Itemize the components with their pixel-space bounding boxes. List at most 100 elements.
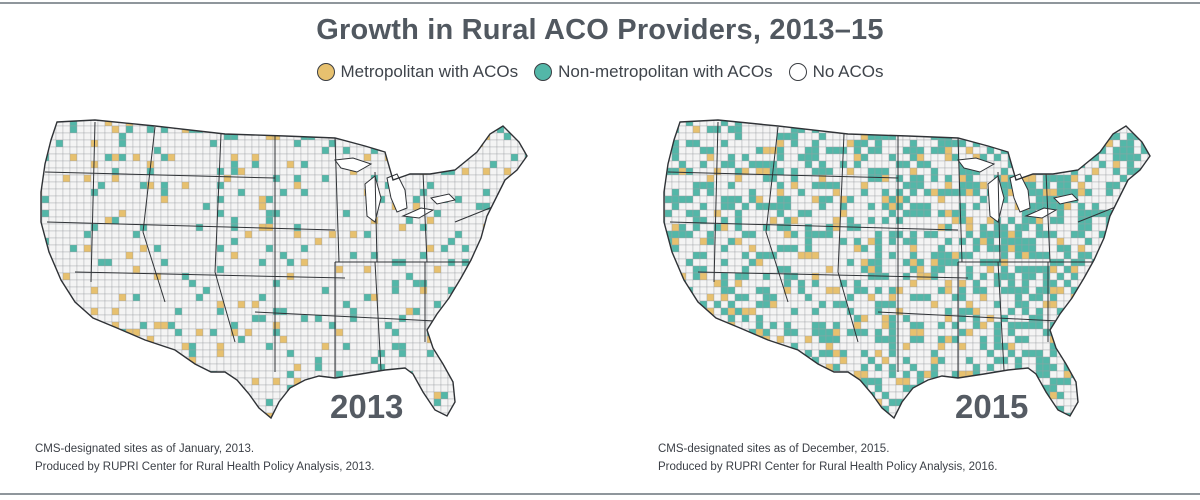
- county-cell: [1029, 112, 1036, 119]
- county-cell: [440, 405, 449, 414]
- county-cell: [125, 120, 134, 127]
- county-cell: [777, 112, 784, 119]
- county-cell: [790, 167, 799, 176]
- county-cell: [412, 125, 421, 134]
- county-cell: [237, 272, 246, 281]
- county-cell: [1007, 223, 1016, 232]
- county-cell: [734, 153, 743, 162]
- county-cell: [489, 300, 498, 309]
- county-cell: [203, 420, 210, 427]
- county-cell: [678, 237, 687, 246]
- county-cell: [902, 216, 911, 225]
- county-cell: [391, 216, 400, 225]
- county-cell: [461, 314, 470, 323]
- county-cell: [216, 363, 225, 372]
- county-cell: [160, 335, 169, 344]
- county-cell: [398, 132, 407, 141]
- county-cell: [748, 237, 757, 246]
- county-cell: [273, 420, 280, 427]
- county-cell: [391, 342, 400, 351]
- county-cell: [202, 321, 211, 330]
- county-cell: [209, 314, 218, 323]
- county-cell: [1007, 202, 1016, 211]
- county-cell: [370, 307, 379, 316]
- county-cell: [475, 160, 484, 169]
- county-cell: [755, 181, 764, 190]
- county-cell: [132, 125, 141, 134]
- county-cell: [462, 427, 469, 432]
- county-cell: [41, 139, 43, 148]
- county-cell: [1127, 112, 1134, 119]
- county-cell: [783, 167, 792, 176]
- county-cell: [139, 125, 148, 134]
- county-cell: [958, 251, 967, 260]
- county-cell: [41, 363, 50, 372]
- county-cell: [147, 427, 154, 432]
- county-cell: [76, 349, 85, 358]
- county-cell: [195, 188, 204, 197]
- county-cell: [272, 363, 281, 372]
- county-cell: [321, 132, 330, 141]
- county-cell: [993, 120, 1002, 127]
- county-cell: [539, 308, 545, 315]
- county-cell: [62, 209, 71, 218]
- county-cell: [944, 181, 953, 190]
- county-cell: [167, 209, 176, 218]
- county-cell: [272, 370, 281, 379]
- county-cell: [153, 391, 162, 400]
- county-cell: [272, 342, 281, 351]
- county-cell: [539, 301, 545, 308]
- county-cell: [315, 112, 322, 119]
- county-cell: [293, 139, 302, 148]
- county-cell: [860, 120, 869, 127]
- county-cell: [265, 244, 274, 253]
- county-cell: [763, 112, 770, 119]
- county-cell: [433, 125, 442, 134]
- county-cell: [314, 272, 323, 281]
- county-cell: [139, 132, 148, 141]
- county-cell: [104, 223, 113, 232]
- county-cell: [489, 335, 498, 344]
- county-cell: [888, 216, 897, 225]
- county-cell: [678, 167, 687, 176]
- county-cell: [125, 370, 134, 379]
- county-cell: [853, 167, 862, 176]
- county-cell: [909, 181, 918, 190]
- county-cell: [776, 209, 785, 218]
- county-cell: [55, 230, 64, 239]
- county-cell: [412, 153, 421, 162]
- county-cell: [307, 356, 316, 365]
- county-cell: [405, 356, 414, 365]
- county-cell: [251, 181, 260, 190]
- county-cell: [279, 370, 288, 379]
- county-cell: [685, 181, 694, 190]
- county-cell: [937, 195, 946, 204]
- county-cell: [237, 244, 246, 253]
- county-cell: [188, 209, 197, 218]
- county-cell: [41, 377, 43, 386]
- county-cell: [426, 265, 435, 274]
- county-cell: [433, 237, 442, 246]
- county-cell: [881, 181, 890, 190]
- county-cell: [209, 188, 218, 197]
- county-cell: [475, 195, 484, 204]
- county-cell: [111, 125, 120, 134]
- county-cell: [720, 258, 729, 267]
- county-cell: [867, 153, 876, 162]
- county-cell: [216, 265, 225, 274]
- county-cell: [202, 251, 211, 260]
- county-cell: [1014, 125, 1023, 134]
- county-cell: [846, 146, 855, 155]
- county-cell: [790, 132, 799, 141]
- county-cell: [476, 420, 483, 427]
- county-cell: [1035, 153, 1044, 162]
- county-cell: [272, 349, 281, 358]
- county-cell: [811, 216, 820, 225]
- county-cell: [251, 244, 260, 253]
- county-cell: [146, 125, 155, 134]
- county-cell: [532, 287, 539, 294]
- county-cell: [503, 286, 512, 295]
- county-cell: [517, 412, 526, 418]
- county-cell: [818, 146, 827, 155]
- county-cell: [755, 139, 764, 148]
